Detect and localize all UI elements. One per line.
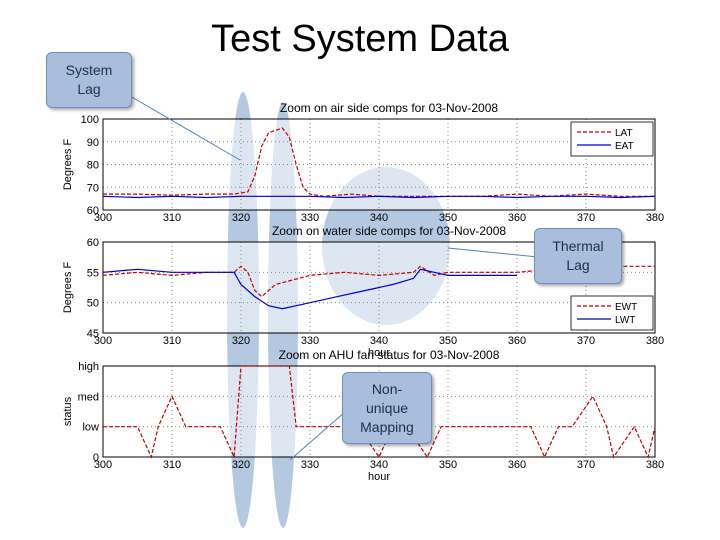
y-tick-label: 45 xyxy=(87,328,99,340)
legend-box xyxy=(570,121,654,157)
x-tick-label: 300 xyxy=(94,212,112,224)
y-axis-label: Degrees F xyxy=(62,262,74,314)
series-line-1 xyxy=(103,365,656,459)
x-tick-label: 310 xyxy=(163,459,181,471)
y-axis-label: Degrees F xyxy=(62,139,74,191)
x-tick-label: 380 xyxy=(646,212,664,224)
plot-frame xyxy=(102,118,656,211)
callout-system-lag-text: System Lag xyxy=(65,62,113,97)
y-tick-label: 60 xyxy=(87,205,99,217)
callout-thermal-lag-text: Thermal Lag xyxy=(552,238,604,273)
y-tick-label: 100 xyxy=(81,114,99,126)
x-tick-label: 350 xyxy=(439,459,457,471)
callout-system-lag: System Lag xyxy=(46,52,132,108)
x-tick-label: 350 xyxy=(439,335,457,347)
x-tick-label: 370 xyxy=(577,459,595,471)
legend-label: LAT xyxy=(615,128,633,139)
chart-title: Zoom on air side comps for 03-Nov-2008 xyxy=(280,101,498,115)
y-tick-label: 50 xyxy=(87,298,99,310)
y-tick-label: 90 xyxy=(87,137,99,149)
x-tick-label: 340 xyxy=(370,459,388,471)
slide-title: Test System Data xyxy=(211,18,509,60)
y-tick-label: high xyxy=(78,361,99,373)
x-tick-label: 370 xyxy=(577,212,595,224)
plot-frame xyxy=(102,365,656,458)
x-tick-label: 320 xyxy=(232,212,250,224)
chart-1: 300 310 320 330 340 350 360 370 380 60 70 80 90 100 Zo… xyxy=(62,101,664,224)
series-line-lwt xyxy=(102,268,517,310)
y-tick-label: 60 xyxy=(87,237,99,249)
x-tick-label: 340 xyxy=(370,335,388,347)
x-tick-label: 330 xyxy=(301,459,319,471)
legend-label: EAT xyxy=(615,141,634,152)
y-tick-label: 55 xyxy=(87,267,99,279)
chart-title: Zoom on AHU fan status for 03-Nov-2008 xyxy=(279,348,500,362)
x-tick-label: 360 xyxy=(508,459,526,471)
y-axis-label: status xyxy=(62,396,74,426)
chart-title: Zoom on water side comps for 03-Nov-2008 xyxy=(272,224,506,238)
x-tick-label: 300 xyxy=(94,335,112,347)
legend-box xyxy=(570,295,654,331)
x-tick-label: 330 xyxy=(301,335,319,347)
leader-system-lag xyxy=(129,95,241,161)
x-tick-label: 310 xyxy=(163,212,181,224)
leader-thermal-lag xyxy=(447,247,549,259)
x-tick-label: 340 xyxy=(370,212,388,224)
leader-non-unique xyxy=(289,411,346,461)
x-tick-label: 300 xyxy=(94,459,112,471)
series-line-lat xyxy=(103,127,655,197)
callout-leaders xyxy=(129,95,549,461)
x-axis-label: hour xyxy=(368,471,390,483)
x-tick-label: 370 xyxy=(577,335,595,347)
y-tick-label: low xyxy=(82,422,99,434)
x-axis-label: hour xyxy=(368,347,390,359)
x-tick-label: 380 xyxy=(646,459,664,471)
legend-label: EWT xyxy=(615,302,637,313)
plot-frame xyxy=(102,241,656,334)
series-line-eat xyxy=(102,195,656,199)
x-tick-label: 350 xyxy=(439,212,457,224)
x-tick-label: 330 xyxy=(301,212,319,224)
x-tick-label: 320 xyxy=(232,459,250,471)
x-tick-label: 360 xyxy=(508,335,526,347)
callout-non-unique: Non- unique Mapping xyxy=(342,372,432,444)
callout-non-unique-text: Non- unique Mapping xyxy=(360,380,414,435)
x-tick-label: 320 xyxy=(232,335,250,347)
y-tick-label: med xyxy=(78,391,99,403)
y-tick-label: 80 xyxy=(87,160,99,172)
legend-label: LWT xyxy=(615,315,635,326)
x-tick-label: 360 xyxy=(508,212,526,224)
callout-thermal-lag: Thermal Lag xyxy=(534,228,622,284)
y-tick-label: 0 xyxy=(93,452,99,464)
x-tick-label: 310 xyxy=(163,335,181,347)
y-tick-label: 70 xyxy=(87,182,99,194)
x-tick-label: 380 xyxy=(646,335,664,347)
